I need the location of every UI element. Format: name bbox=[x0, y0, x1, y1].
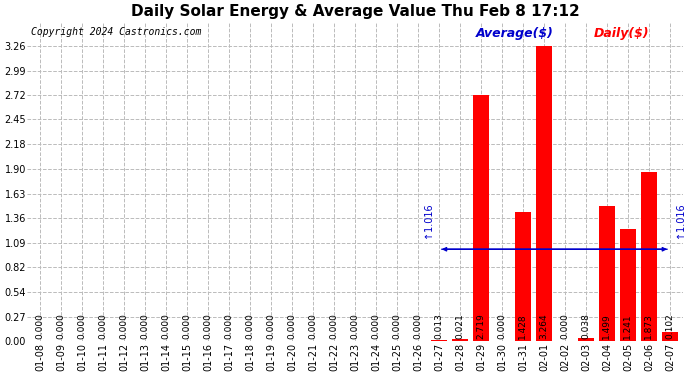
Text: ↑1.016: ↑1.016 bbox=[424, 203, 433, 238]
Text: 1.428: 1.428 bbox=[518, 314, 527, 339]
Bar bbox=[452, 339, 468, 341]
Text: 0.000: 0.000 bbox=[35, 314, 44, 339]
Text: 0.000: 0.000 bbox=[161, 314, 170, 339]
Text: 0.000: 0.000 bbox=[182, 314, 191, 339]
Text: 0.000: 0.000 bbox=[329, 314, 338, 339]
Text: 0.038: 0.038 bbox=[582, 314, 591, 339]
Text: Daily($): Daily($) bbox=[594, 27, 650, 39]
Bar bbox=[599, 206, 615, 341]
Text: 0.000: 0.000 bbox=[224, 314, 233, 339]
Text: 1.499: 1.499 bbox=[602, 314, 611, 339]
Text: 3.264: 3.264 bbox=[540, 314, 549, 339]
Text: 0.000: 0.000 bbox=[57, 314, 66, 339]
Text: 0.000: 0.000 bbox=[266, 314, 275, 339]
Text: 0.000: 0.000 bbox=[288, 314, 297, 339]
Text: 2.719: 2.719 bbox=[476, 314, 486, 339]
Bar bbox=[536, 46, 552, 341]
Text: 0.000: 0.000 bbox=[308, 314, 317, 339]
Text: 1.873: 1.873 bbox=[644, 314, 653, 339]
Bar bbox=[641, 172, 657, 341]
Text: 0.000: 0.000 bbox=[204, 314, 213, 339]
Text: 0.000: 0.000 bbox=[393, 314, 402, 339]
Bar bbox=[620, 229, 635, 341]
Text: Copyright 2024 Castronics.com: Copyright 2024 Castronics.com bbox=[30, 27, 201, 36]
Text: 0.000: 0.000 bbox=[99, 314, 108, 339]
Text: 0.102: 0.102 bbox=[665, 314, 674, 339]
Bar bbox=[662, 332, 678, 341]
Text: 0.021: 0.021 bbox=[455, 314, 464, 339]
Text: Average($): Average($) bbox=[476, 27, 554, 39]
Text: 0.000: 0.000 bbox=[351, 314, 359, 339]
Bar bbox=[578, 338, 594, 341]
Text: 0.000: 0.000 bbox=[413, 314, 422, 339]
Text: 0.000: 0.000 bbox=[246, 314, 255, 339]
Text: 0.000: 0.000 bbox=[140, 314, 150, 339]
Text: 0.000: 0.000 bbox=[371, 314, 380, 339]
Bar bbox=[515, 212, 531, 341]
Text: 0.000: 0.000 bbox=[119, 314, 128, 339]
Text: 0.013: 0.013 bbox=[435, 314, 444, 339]
Title: Daily Solar Energy & Average Value Thu Feb 8 17:12: Daily Solar Energy & Average Value Thu F… bbox=[130, 4, 580, 19]
Text: 0.000: 0.000 bbox=[77, 314, 86, 339]
Bar bbox=[431, 340, 447, 341]
Text: 1.241: 1.241 bbox=[624, 314, 633, 339]
Text: 0.000: 0.000 bbox=[560, 314, 569, 339]
Text: ↑1.016: ↑1.016 bbox=[676, 203, 685, 238]
Bar bbox=[473, 95, 489, 341]
Text: 0.000: 0.000 bbox=[497, 314, 506, 339]
